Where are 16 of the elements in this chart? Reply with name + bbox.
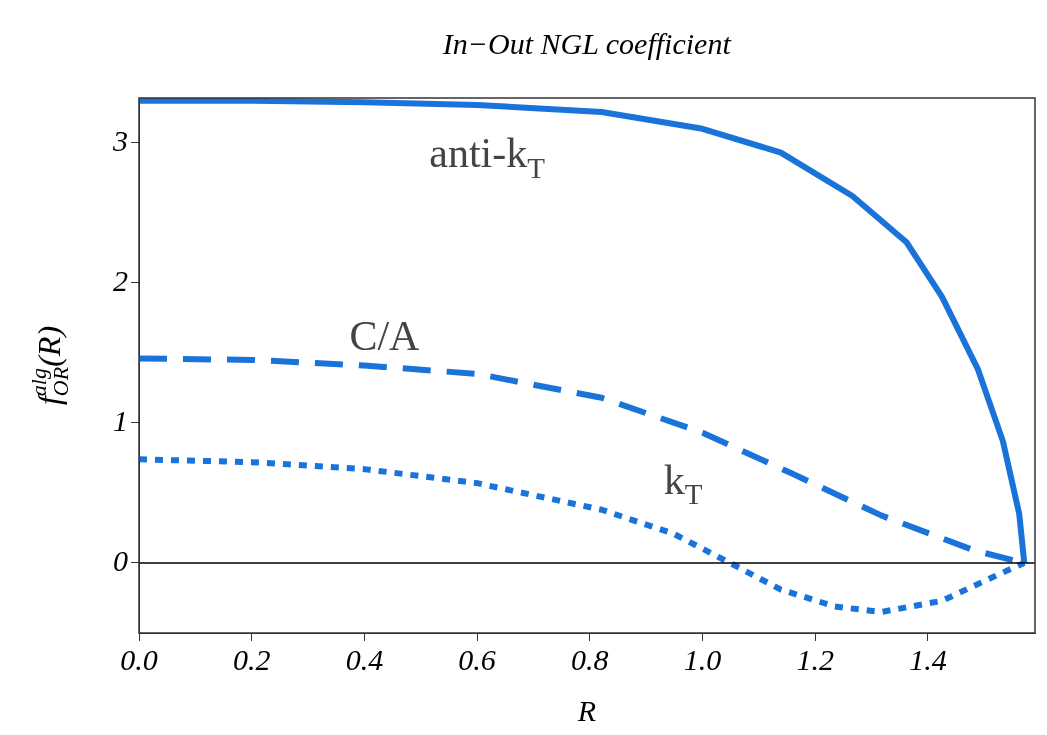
y-tick-label: 2	[113, 263, 128, 297]
x-tick-label: 1.4	[909, 642, 947, 676]
y-tick-label: 1	[113, 403, 128, 437]
y-tick-label: 0	[113, 543, 128, 577]
x-tick-label: 0.4	[345, 642, 384, 676]
x-tick-label: 0.0	[120, 642, 158, 676]
x-axis-title: R	[576, 694, 597, 727]
x-tick-label: 0.8	[571, 642, 609, 676]
x-tick-label: 1.2	[796, 642, 834, 676]
x-tick-label: 0.2	[232, 642, 271, 676]
series-label: C/A	[349, 312, 421, 359]
x-tick-label: 0.6	[458, 642, 496, 676]
x-tick-label: 1.0	[683, 642, 722, 676]
y-tick-label: 3	[112, 123, 128, 157]
y-axis-title: falgOR(R)	[25, 325, 73, 406]
chart-title: In−Out NGL coefficient	[441, 27, 732, 60]
